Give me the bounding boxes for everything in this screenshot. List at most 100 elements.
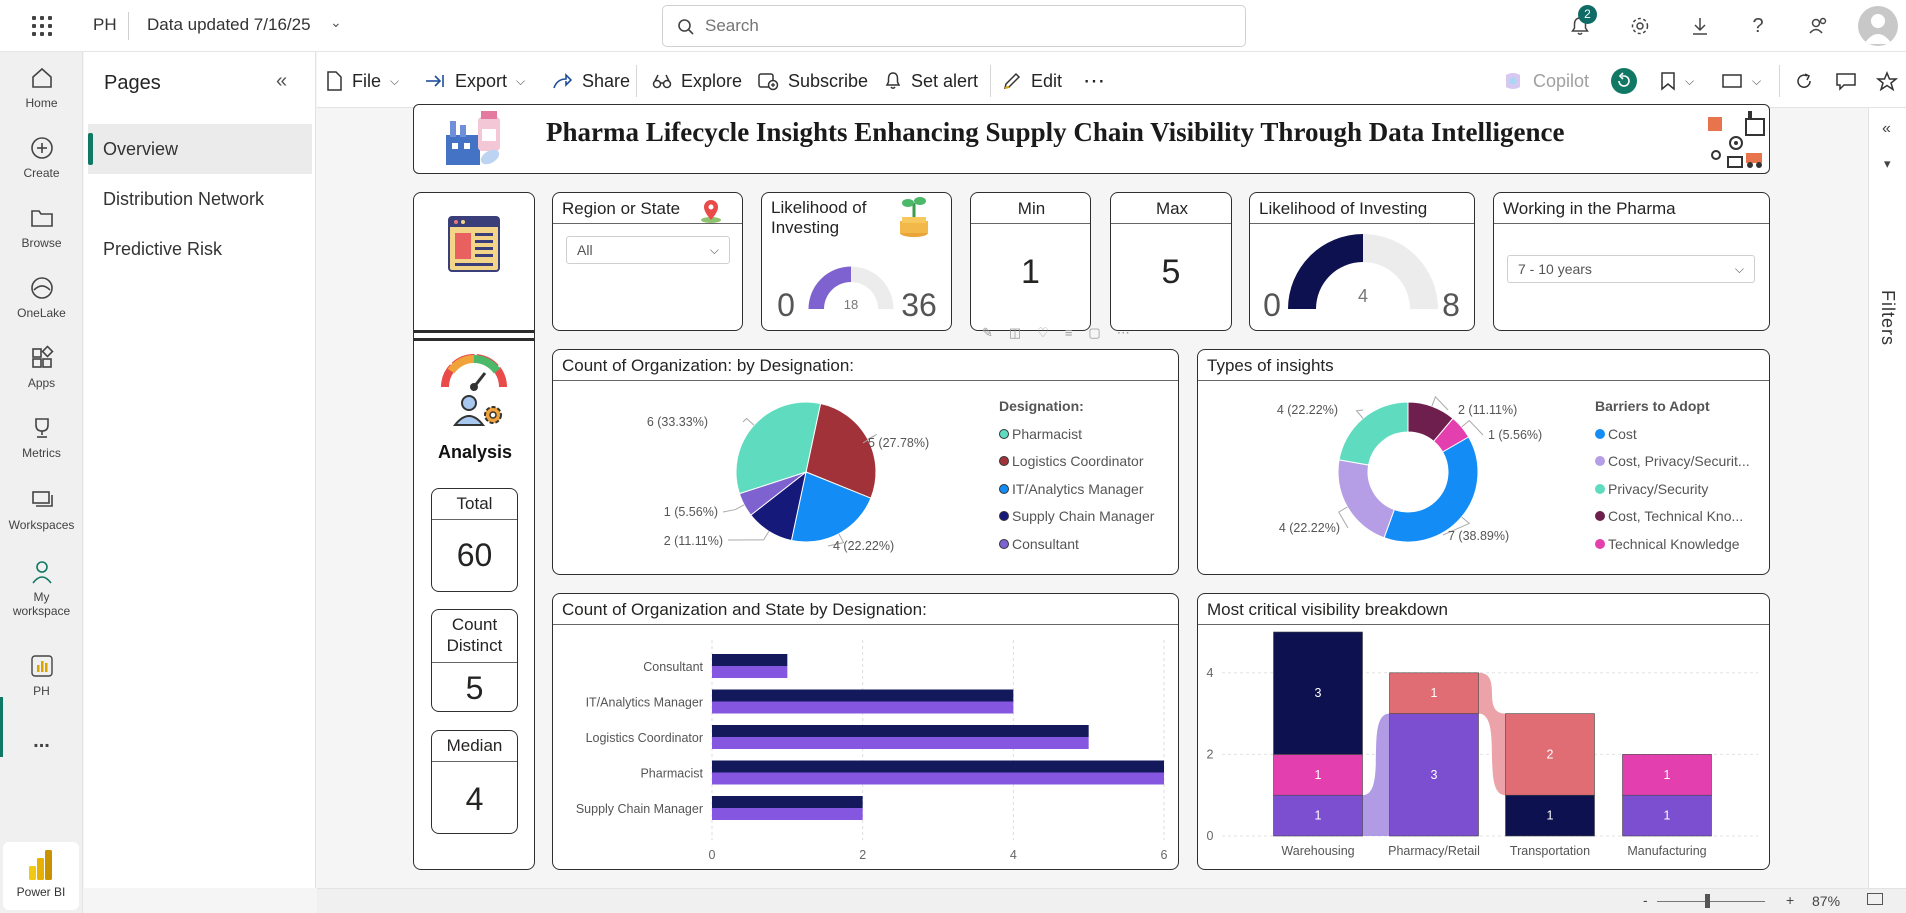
- data-updated-label[interactable]: Data updated 7/16/25: [147, 15, 311, 34]
- visual-header-icons[interactable]: ✎◫♡≡▢⋯: [982, 325, 1146, 340]
- stacked-segment[interactable]: [1389, 672, 1479, 714]
- min-value: 1: [1021, 253, 1040, 291]
- favorite-star-icon[interactable]: [1876, 68, 1898, 94]
- stacked-segment[interactable]: [1273, 631, 1363, 755]
- nav-more-icon[interactable]: ...: [33, 730, 50, 752]
- expand-filters-icon[interactable]: «: [1882, 120, 1891, 137]
- pie-slice-logistics-coordinator[interactable]: [805, 402, 877, 499]
- comment-icon[interactable]: [1835, 68, 1857, 94]
- pharma-factory-icon: [446, 111, 500, 165]
- stacked-segment[interactable]: [1273, 794, 1363, 837]
- gauge-max: 36: [901, 287, 937, 323]
- onelake-icon: [28, 274, 56, 302]
- nav-metrics[interactable]: Metrics: [0, 414, 83, 460]
- pie-slice-privacy-security[interactable]: [1338, 401, 1409, 466]
- fit-to-page-icon[interactable]: [1867, 893, 1883, 905]
- subscribe-button[interactable]: Subscribe: [757, 68, 868, 94]
- region-dropdown[interactable]: All ⌵: [566, 236, 730, 264]
- pie-slice-cost[interactable]: [1383, 436, 1479, 543]
- nav-onelake[interactable]: OneLake: [0, 274, 83, 320]
- stacked-segment[interactable]: [1389, 713, 1479, 837]
- stacked-segment[interactable]: [1505, 713, 1595, 796]
- region-dropdown-value: All: [577, 242, 593, 258]
- nav-create[interactable]: Create: [0, 134, 83, 180]
- explore-button[interactable]: Explore: [652, 68, 742, 94]
- bar[interactable]: [712, 701, 1014, 714]
- export-menu-button[interactable]: Export ⌵: [424, 68, 525, 94]
- report-toolbar: File ⌵ Export ⌵ Share Explore Subscribe Se…: [317, 52, 1906, 108]
- workspace-abbr[interactable]: PH: [93, 15, 117, 34]
- reset-button[interactable]: [1611, 68, 1637, 94]
- download-icon[interactable]: [1687, 13, 1713, 39]
- nav-ph-report[interactable]: PH: [0, 652, 83, 698]
- people-icon[interactable]: [1806, 13, 1832, 39]
- zoom-out-button[interactable]: -: [1643, 892, 1648, 908]
- banner-title: Pharma Lifecycle Insights Enhancing Supp…: [546, 117, 1565, 147]
- bar[interactable]: [712, 689, 1014, 702]
- page-tab-overview[interactable]: Overview: [88, 124, 312, 174]
- legend-item[interactable]: Logistics Coordinator: [999, 448, 1154, 476]
- settings-gear-icon[interactable]: [1627, 13, 1653, 39]
- median-card: Median 4: [431, 730, 518, 834]
- edit-button[interactable]: Edit: [1002, 68, 1062, 94]
- page-tab-predictive-risk[interactable]: Predictive Risk: [103, 239, 223, 259]
- pie-slice-pharmacist[interactable]: [735, 401, 822, 495]
- view-menu[interactable]: ⌵: [1721, 68, 1761, 94]
- stacked-segment[interactable]: [1505, 794, 1595, 837]
- nav-my-workspace[interactable]: My workspace: [0, 558, 83, 618]
- stacked-segment[interactable]: [1622, 754, 1712, 796]
- stacked-segment[interactable]: [1273, 754, 1363, 796]
- legend-item[interactable]: Consultant: [999, 530, 1154, 558]
- help-icon[interactable]: ?: [1752, 14, 1764, 37]
- legend-marker: [999, 456, 1009, 467]
- workspaces-icon: [28, 486, 56, 514]
- legend-item[interactable]: Cost, Privacy/Securit...: [1595, 448, 1750, 476]
- bookmark-menu[interactable]: ⌵: [1660, 68, 1694, 94]
- chevron-down-icon[interactable]: ⌄: [330, 14, 342, 30]
- stacked-segment[interactable]: [1622, 794, 1712, 837]
- legend-item[interactable]: IT/Analytics Manager: [999, 475, 1154, 503]
- pie-slice-it-analytics-manager[interactable]: [790, 471, 872, 543]
- filter-funnel-icon: ▾: [1884, 156, 1891, 171]
- bar[interactable]: [712, 796, 863, 808]
- filters-pane[interactable]: « ▾ Filters: [1868, 108, 1906, 888]
- powerbi-switcher[interactable]: Power BI: [3, 842, 79, 910]
- copilot-button[interactable]: Copilot: [1502, 68, 1589, 94]
- app-launcher-icon[interactable]: [30, 14, 54, 38]
- bar[interactable]: [712, 654, 788, 666]
- page-tab-distribution-network[interactable]: Distribution Network: [103, 189, 265, 209]
- legend-item[interactable]: Cost: [1595, 420, 1750, 448]
- zoom-in-button[interactable]: +: [1786, 892, 1795, 908]
- bar[interactable]: [712, 760, 1164, 773]
- zoom-slider-thumb[interactable]: [1705, 894, 1710, 908]
- legend-item[interactable]: Privacy/Security: [1595, 475, 1750, 503]
- bar[interactable]: [712, 725, 1089, 737]
- file-menu-button[interactable]: File ⌵: [325, 68, 399, 94]
- nav-workspaces[interactable]: Workspaces: [0, 486, 83, 532]
- nav-home[interactable]: Home: [0, 64, 83, 110]
- bar[interactable]: [712, 666, 788, 678]
- total-card: Total 60: [431, 488, 518, 592]
- bar[interactable]: [712, 772, 1164, 785]
- bar[interactable]: [712, 808, 863, 820]
- max-title: Max: [1155, 199, 1189, 218]
- working-dropdown[interactable]: 7 - 10 years ⌵: [1507, 255, 1755, 283]
- share-button[interactable]: Share: [551, 68, 630, 94]
- zoom-slider-track[interactable]: [1657, 901, 1765, 902]
- user-avatar[interactable]: [1858, 6, 1898, 46]
- leader-line: [1461, 419, 1484, 436]
- refresh-icon[interactable]: [1794, 68, 1814, 94]
- nav-browse[interactable]: Browse: [0, 204, 83, 250]
- collapse-panel-icon[interactable]: «: [276, 70, 288, 92]
- bar[interactable]: [712, 737, 1089, 749]
- search-box[interactable]: [662, 5, 1246, 47]
- legend-item[interactable]: Supply Chain Manager: [999, 503, 1154, 531]
- nav-apps[interactable]: Apps: [0, 344, 83, 390]
- search-input[interactable]: [705, 15, 1205, 37]
- legend-item[interactable]: Cost, Technical Kno...: [1595, 503, 1750, 531]
- report-banner: Pharma Lifecycle Insights Enhancing Supp…: [413, 104, 1770, 174]
- more-options-icon[interactable]: ⋯: [1083, 68, 1105, 93]
- legend-item[interactable]: Pharmacist: [999, 420, 1154, 448]
- set-alert-button[interactable]: Set alert: [884, 68, 978, 94]
- legend-item[interactable]: Technical Knowledge: [1595, 530, 1750, 558]
